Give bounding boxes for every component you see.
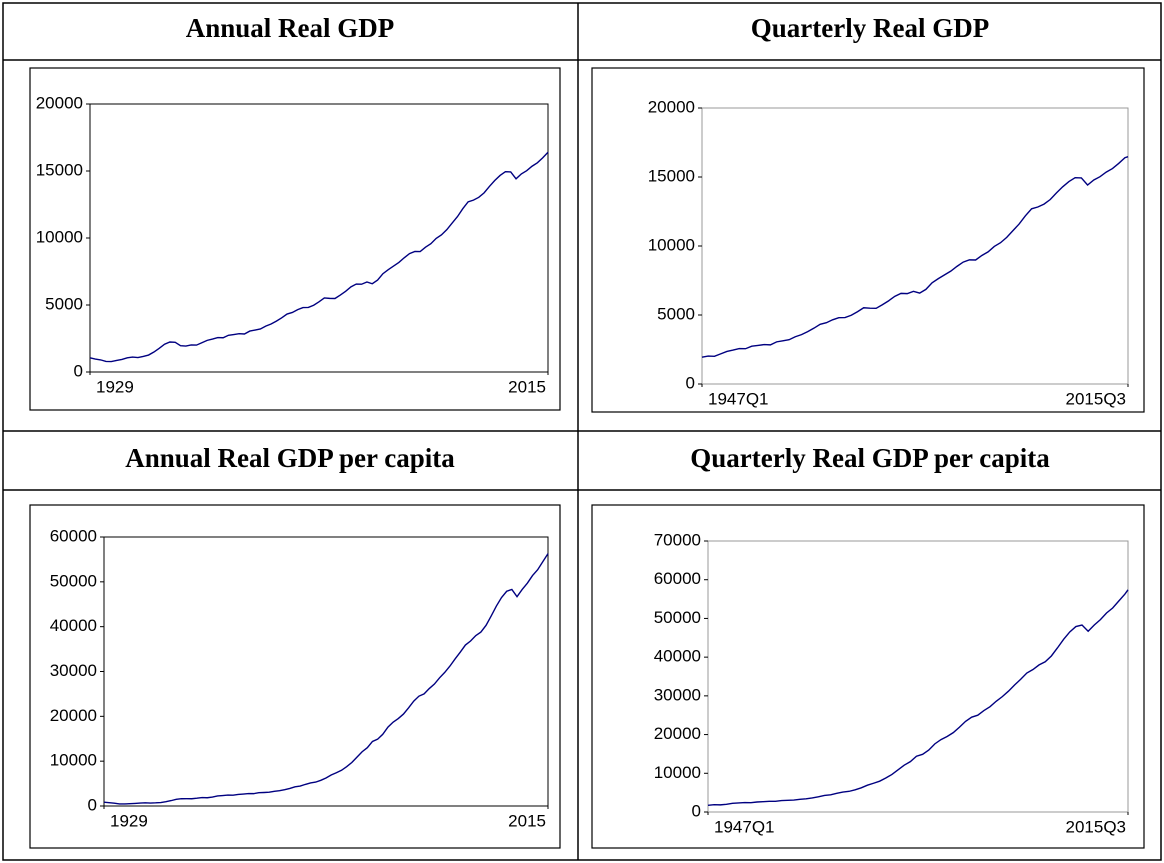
y-tick-label: 20000: [36, 93, 83, 112]
y-tick-label: 50000: [50, 571, 97, 590]
x-tick-label: 1947Q1: [714, 817, 775, 836]
y-tick-label: 60000: [654, 569, 701, 588]
plot-frame: [103, 536, 549, 807]
y-tick-label: 10000: [648, 235, 695, 254]
y-tick-label: 0: [88, 795, 97, 814]
y-tick-label: 20000: [648, 97, 695, 116]
y-tick-label: 60000: [50, 526, 97, 545]
plot-frame: [89, 103, 549, 373]
chart-box: [29, 504, 561, 849]
y-tick-label: 40000: [50, 616, 97, 635]
data-line: [89, 151, 549, 363]
y-tick-label: 10000: [36, 227, 83, 246]
x-tick-label: 2015Q3: [1066, 389, 1127, 408]
x-tick-label: 2015: [508, 377, 546, 396]
data-line: [707, 589, 1129, 806]
y-tick-label: 0: [692, 801, 701, 820]
chart-box: [29, 67, 561, 411]
y-tick-label: 10000: [654, 763, 701, 782]
plot-frame: [701, 107, 1129, 385]
chart-title: Quarterly Real GDP: [751, 13, 989, 43]
x-tick-label: 1929: [110, 811, 148, 830]
data-line: [701, 156, 1129, 358]
y-tick-label: 5000: [657, 304, 695, 323]
y-tick-label: 10000: [50, 751, 97, 770]
x-tick-label: 2015: [508, 811, 546, 830]
data-line: [103, 553, 549, 805]
y-tick-label: 0: [686, 373, 695, 392]
y-tick-label: 50000: [654, 608, 701, 627]
y-tick-label: 20000: [50, 706, 97, 725]
y-tick-label: 15000: [648, 166, 695, 185]
plot-frame: [707, 540, 1129, 813]
y-tick-label: 20000: [654, 724, 701, 743]
y-tick-label: 40000: [654, 647, 701, 666]
chart-box: [591, 504, 1145, 849]
y-tick-label: 0: [74, 361, 83, 380]
chart-title: Quarterly Real GDP per capita: [690, 443, 1050, 473]
chart-title: Annual Real GDP: [186, 13, 395, 43]
y-tick-label: 30000: [50, 661, 97, 680]
chart-title: Annual Real GDP per capita: [125, 443, 455, 473]
y-tick-label: 5000: [45, 294, 83, 313]
y-tick-label: 15000: [36, 160, 83, 179]
chart-box: [591, 67, 1145, 413]
y-tick-label: 30000: [654, 685, 701, 704]
x-tick-label: 2015Q3: [1066, 817, 1127, 836]
x-tick-label: 1929: [96, 377, 134, 396]
x-tick-label: 1947Q1: [708, 389, 769, 408]
y-tick-label: 70000: [654, 530, 701, 549]
